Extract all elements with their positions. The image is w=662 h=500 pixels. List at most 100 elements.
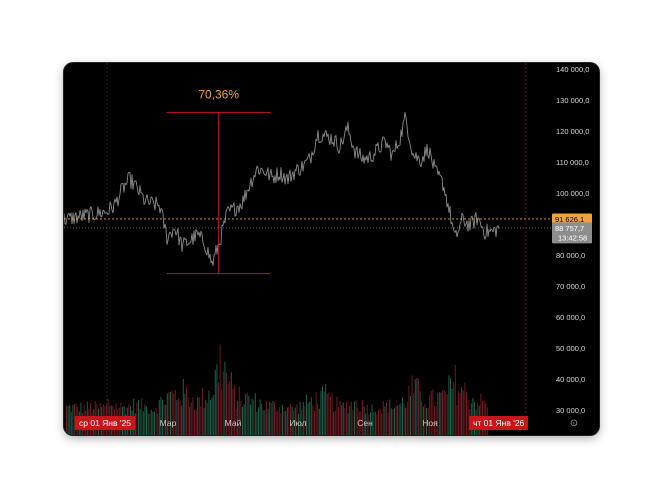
volume-bar xyxy=(229,380,231,435)
volume-bar xyxy=(139,409,141,435)
volume-bar xyxy=(413,393,415,435)
volume-bar xyxy=(258,407,259,435)
volume-bar xyxy=(304,406,306,435)
price-axis-tick: 100 000,0 xyxy=(556,189,589,198)
volume-bar xyxy=(398,404,400,435)
volume-bar xyxy=(208,390,210,435)
volume-bar xyxy=(192,397,194,435)
volume-bar xyxy=(232,388,234,435)
volume-bar xyxy=(435,406,437,435)
price-axis-tick: 130 000,0 xyxy=(556,96,589,105)
volume-bar xyxy=(138,399,139,435)
volume-bar xyxy=(242,406,243,435)
volume-bar xyxy=(454,364,456,435)
volume-bar xyxy=(394,407,395,435)
reference-price-badge xyxy=(552,213,592,225)
volume-bar xyxy=(288,406,290,435)
price-line xyxy=(64,111,500,267)
volume-bar xyxy=(141,398,143,435)
volume-bar xyxy=(392,409,394,435)
volume-bar xyxy=(306,394,307,435)
volume-bar xyxy=(146,406,147,435)
start-date-badge: ср 01 Янв '25 xyxy=(75,416,135,430)
volume-bar xyxy=(453,382,455,435)
settings-icon[interactable]: ⊙ xyxy=(569,418,579,429)
volume-bar xyxy=(443,389,445,435)
volume-bar xyxy=(237,400,239,435)
volume-bar xyxy=(339,401,341,435)
volume-bar xyxy=(246,392,248,435)
volume-bar xyxy=(174,389,176,435)
volume-bar xyxy=(445,391,447,435)
volume-bar xyxy=(450,378,451,435)
volume-bar xyxy=(176,399,178,435)
volume-bar xyxy=(235,409,237,435)
volume-bar xyxy=(414,379,416,435)
volume-bar xyxy=(366,404,368,435)
volume-bar xyxy=(203,408,205,435)
month-label-may: Май xyxy=(224,418,242,428)
volume-bar xyxy=(448,375,450,435)
chart-panel[interactable]: 70,36% 140 000,0 130 000,0 120 000,0 110 000… xyxy=(64,63,599,435)
volume-bar xyxy=(234,385,235,435)
volume-bar xyxy=(190,402,192,435)
volume-bar xyxy=(187,397,189,435)
volume-bar xyxy=(155,408,157,435)
volume-bar xyxy=(360,411,362,435)
volume-bar xyxy=(150,409,152,435)
price-chart[interactable]: 70,36% 140 000,0 130 000,0 120 000,0 110 000… xyxy=(64,63,599,435)
volume-bar xyxy=(205,400,207,435)
volume-bar xyxy=(251,398,253,435)
volume-bar xyxy=(373,412,375,435)
volume-bar xyxy=(344,408,346,435)
volume-bar xyxy=(272,401,274,435)
price-axis-tick: 40 000,0 xyxy=(556,375,585,384)
volume-bar xyxy=(250,404,251,435)
volume-bar xyxy=(194,409,195,435)
volume-bar xyxy=(290,403,291,435)
volume-bar xyxy=(222,371,224,435)
volume-bar xyxy=(456,405,458,435)
volume-bar xyxy=(240,400,242,435)
volume-bar xyxy=(307,403,309,435)
volume-bar xyxy=(278,407,280,435)
volume-bar xyxy=(144,404,146,435)
volume-bar xyxy=(266,401,267,435)
volume-bar xyxy=(421,401,423,435)
price-axis-tick: 70 000,0 xyxy=(556,282,585,291)
last-price-value: 88 757,7 xyxy=(555,224,584,233)
volume-bar xyxy=(382,401,384,435)
volume-bar xyxy=(296,404,298,435)
volume-bar xyxy=(347,413,349,435)
volume-bar xyxy=(411,375,413,435)
volume-bar xyxy=(270,402,272,435)
volume-bar xyxy=(462,390,464,435)
volume-bar xyxy=(238,386,240,435)
volume-bar xyxy=(261,403,263,435)
volume-bar xyxy=(227,383,229,435)
volume-bar xyxy=(323,391,325,435)
volume-bar xyxy=(219,344,221,435)
reference-price-value: 91 626,1 xyxy=(555,215,584,224)
volume-bar xyxy=(437,393,439,435)
volume-bar xyxy=(248,395,250,435)
volume-bar xyxy=(352,410,354,435)
end-date-badge: чт 01 Янв '26 xyxy=(469,416,529,430)
volume-bar xyxy=(299,402,301,435)
volume-bar xyxy=(317,403,319,435)
volume-bar xyxy=(173,393,175,435)
volume-bar xyxy=(206,402,208,435)
volume-bar xyxy=(184,394,186,435)
volume-bar xyxy=(245,394,247,435)
volume-bar xyxy=(291,406,293,435)
volume-bar xyxy=(346,402,347,435)
price-axis-tick: 120 000,0 xyxy=(556,127,589,136)
volume-bar xyxy=(309,401,311,435)
volume-bar xyxy=(200,406,202,435)
price-axis-tick: 60 000,0 xyxy=(556,313,585,322)
volume-bar xyxy=(341,405,343,435)
volume-bar xyxy=(142,411,144,435)
month-label-sep: Сен xyxy=(357,418,373,428)
volume-bar xyxy=(198,397,200,435)
volume-bar xyxy=(178,398,179,435)
